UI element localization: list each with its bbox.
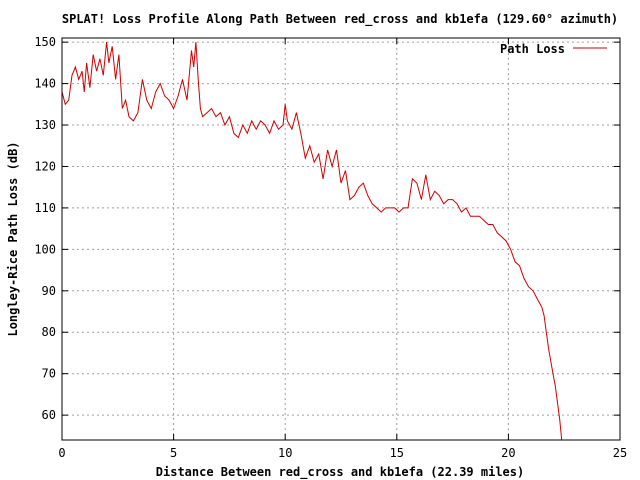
y-tick-label: 120 <box>34 159 56 173</box>
x-tick-label: 25 <box>613 446 627 460</box>
plot-frame <box>61 37 621 441</box>
y-axis-label: Longley-Rice Path Loss (dB) <box>6 141 20 336</box>
y-tick-label: 140 <box>34 77 56 91</box>
x-axis-label: Distance Between red_cross and kb1efa (2… <box>156 465 524 480</box>
y-tick-label: 60 <box>42 408 56 422</box>
x-tick-label: 10 <box>278 446 292 460</box>
x-tick-label: 0 <box>58 446 65 460</box>
grid <box>62 38 620 440</box>
x-tick-label: 5 <box>170 446 177 460</box>
series-line-path-loss <box>61 42 563 441</box>
y-tick-label: 80 <box>42 325 56 339</box>
x-axis: 0 5 10 15 20 25 <box>58 38 627 460</box>
y-tick-label: 130 <box>34 118 56 132</box>
legend-label: Path Loss <box>500 42 565 56</box>
series-layer <box>61 42 563 441</box>
y-tick-label: 150 <box>34 35 56 49</box>
y-axis: 60 70 80 90 100 110 120 130 140 150 <box>34 35 620 422</box>
y-tick-label: 90 <box>42 284 56 298</box>
legend: Path Loss <box>500 42 607 56</box>
y-tick-label: 70 <box>42 367 56 381</box>
y-tick-label: 100 <box>34 242 56 256</box>
y-tick-label: 110 <box>34 201 56 215</box>
x-tick-label: 15 <box>390 446 404 460</box>
x-tick-label: 20 <box>501 446 515 460</box>
chart-title: SPLAT! Loss Profile Along Path Between r… <box>62 12 618 27</box>
